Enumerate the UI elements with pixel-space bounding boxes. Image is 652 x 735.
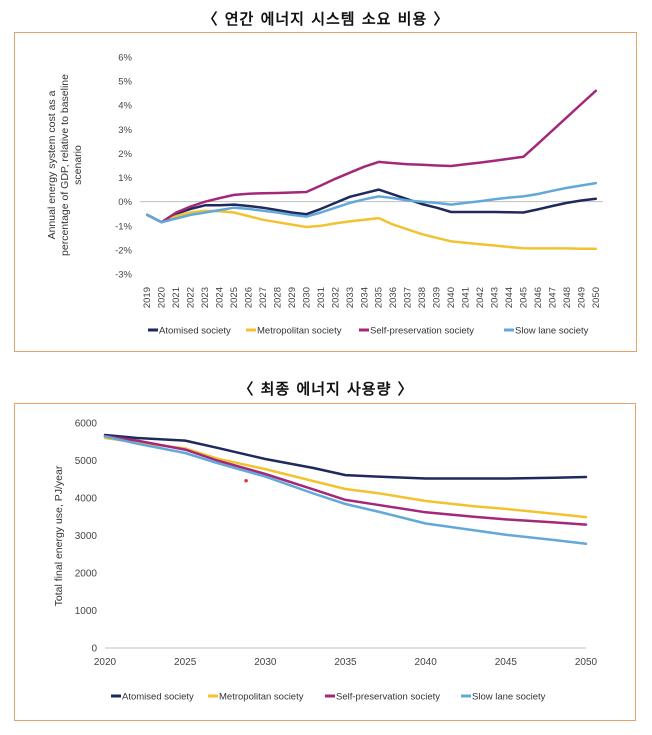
x-tick-label: 2028 xyxy=(272,287,283,308)
legend-label-metropolitan-society: Metropolitan society xyxy=(257,326,342,337)
x-tick-label: 2043 xyxy=(489,287,500,308)
y-tick-label: 1000 xyxy=(75,606,98,617)
y-axis-label-line: scenario xyxy=(72,145,84,185)
x-tick-label: 2019 xyxy=(142,287,153,308)
y-tick-label: 6000 xyxy=(75,419,98,430)
x-tick-label: 2021 xyxy=(171,287,182,308)
y-tick-label: -3% xyxy=(115,270,132,281)
x-tick-label: 2036 xyxy=(388,287,399,308)
legend-label-self-preservation-society: Self-preservation society xyxy=(336,692,440,703)
x-tick-label: 2020 xyxy=(94,657,117,668)
x-tick-label: 2042 xyxy=(475,287,486,308)
y-tick-label: 2% xyxy=(118,149,132,160)
x-tick-label: 2037 xyxy=(403,287,414,308)
y-tick-label: 5000 xyxy=(75,456,98,467)
x-tick-label: 2033 xyxy=(345,287,356,308)
series-line-metropolitan-society xyxy=(145,209,598,250)
legend-label-slow-lane-society: Slow lane society xyxy=(515,326,589,337)
x-tick-label: 2040 xyxy=(415,657,438,668)
legend-label-atomised-society: Atomised society xyxy=(122,692,194,703)
x-tick-label: 2034 xyxy=(359,287,370,308)
y-axis-label: Total final energy use, PJ/year xyxy=(53,465,65,606)
x-tick-label: 2020 xyxy=(157,287,168,308)
chart1-panel: -3% -2% -1% 0% 1% 2% 3% 4% 5% 6% 2019 2020 2021 2022 2… xyxy=(14,32,637,352)
series-line-self-preservation-society xyxy=(103,434,588,526)
x-tick-label: 2023 xyxy=(200,287,211,308)
x-tick-label: 2027 xyxy=(258,287,269,308)
chart1-svg: -3%-2%-1%0%1%2%3%4%5%6%2019 2020 2021 2022 2… xyxy=(46,53,603,337)
x-tick-label: 2022 xyxy=(186,287,197,308)
x-tick-label: 2050 xyxy=(575,657,598,668)
legend-label-self-preservation-society: Self-preservation society xyxy=(370,326,474,337)
series-line-slow-lane-society xyxy=(103,435,588,546)
y-tick-label: 0 xyxy=(91,644,97,655)
chart2-panel: 0 1000 2000 3000 4000 5000 6000 2020 2025 2030 203… xyxy=(14,403,636,721)
x-tick-label: 2045 xyxy=(495,657,518,668)
x-tick-label: 2035 xyxy=(334,657,357,668)
x-tick-label: 2029 xyxy=(287,287,298,308)
y-axis-label-line: Annual energy system cost as a xyxy=(46,90,58,239)
x-tick-label: 2047 xyxy=(547,287,558,308)
y-tick-label: -2% xyxy=(115,245,132,256)
y-tick-label: 3% xyxy=(118,125,132,136)
x-tick-label: 2025 xyxy=(174,657,197,668)
x-tick-label: 2041 xyxy=(461,287,472,308)
chart2-title: 〈 최종 에너지 사용량 〉 xyxy=(238,380,414,398)
y-tick-label: 2000 xyxy=(75,569,98,580)
annotation-point xyxy=(244,478,248,483)
y-tick-label: -1% xyxy=(115,221,132,232)
x-tick-label: 2035 xyxy=(374,287,385,308)
x-tick-label: 2025 xyxy=(229,287,240,308)
y-tick-label: 5% xyxy=(118,77,132,88)
x-tick-label: 2030 xyxy=(301,287,312,308)
x-tick-label: 2032 xyxy=(330,287,341,308)
x-tick-label: 2046 xyxy=(533,287,544,308)
y-axis-label-line: percentage of GDP, relative to baseline xyxy=(59,74,71,256)
y-tick-label: 6% xyxy=(118,53,132,64)
series-line-self-preservation-society xyxy=(145,89,598,224)
legend-label-atomised-society: Atomised society xyxy=(159,326,231,337)
series-line-atomised-society xyxy=(145,188,598,224)
chart1-title: 〈 연간 에너지 시스템 소요 비용 〉 xyxy=(202,10,450,28)
x-tick-label: 2044 xyxy=(504,287,515,308)
x-tick-label: 2038 xyxy=(417,287,428,308)
y-tick-label: 4% xyxy=(118,101,132,112)
x-tick-label: 2024 xyxy=(215,287,226,308)
x-tick-label: 2031 xyxy=(316,287,327,308)
x-tick-label: 2049 xyxy=(576,287,587,308)
y-tick-label: 3000 xyxy=(75,531,98,542)
y-tick-label: 0% xyxy=(118,197,132,208)
chart2-svg: 0 1000 2000 3000 4000 5000 6000 2020 2025 2030 203… xyxy=(53,419,598,703)
legend-label-slow-lane-society: Slow lane society xyxy=(472,692,546,703)
x-tick-label: 2030 xyxy=(254,657,277,668)
x-tick-label: 2045 xyxy=(518,287,529,308)
x-tick-label: 2050 xyxy=(591,287,602,308)
x-tick-label: 2039 xyxy=(432,287,443,308)
y-tick-label: 4000 xyxy=(75,494,98,505)
legend-label-metropolitan-society: Metropolitan society xyxy=(219,692,304,703)
x-tick-label: 2040 xyxy=(446,287,457,308)
series-line-atomised-society xyxy=(103,433,588,480)
x-tick-label: 2026 xyxy=(244,287,255,308)
x-tick-label: 2048 xyxy=(562,287,573,308)
series-line-slow-lane-society xyxy=(145,181,598,224)
y-tick-label: 1% xyxy=(118,173,132,184)
